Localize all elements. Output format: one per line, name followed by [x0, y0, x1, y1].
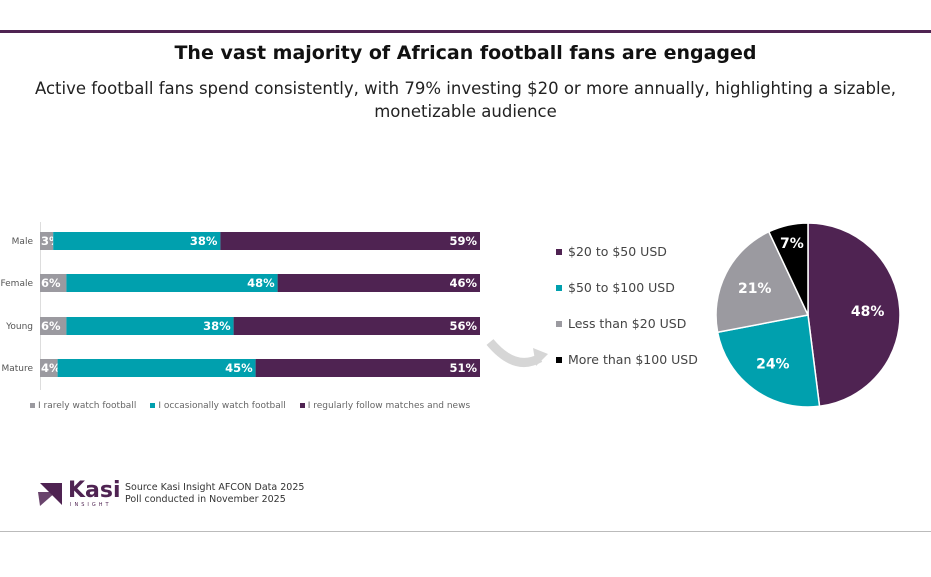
- pie-slice: [715, 230, 810, 334]
- category-label: Female: [0, 279, 33, 289]
- pie-slice: [716, 314, 821, 408]
- legend-item: $20 to $50 USD: [556, 244, 706, 260]
- legend-label: $50 to $100 USD: [568, 280, 675, 295]
- source-text: Source Kasi Insight AFCON Data 2025: [125, 482, 305, 493]
- bar-data-label: 4%: [41, 361, 61, 375]
- legend-swatch: [556, 285, 562, 291]
- legend-swatch: [556, 321, 562, 327]
- legend-label: $20 to $50 USD: [568, 244, 667, 259]
- bar-segment: [53, 232, 221, 250]
- logo-subtext: INSIGHT: [70, 502, 112, 508]
- bar-data-label: 38%: [203, 319, 231, 333]
- legend-item: Less than $20 USD: [556, 316, 706, 332]
- bar-data-label: 48%: [247, 276, 275, 290]
- bar-data-label: 6%: [41, 319, 61, 333]
- pie-data-label: 24%: [756, 356, 790, 372]
- kasi-logo-icon: [38, 483, 62, 506]
- bar-legend: I rarely watch football I occasionally wa…: [30, 401, 470, 411]
- bar-data-label: 56%: [449, 319, 477, 333]
- pie-data-label: 48%: [851, 304, 885, 320]
- top-divider: [0, 30, 931, 33]
- bar-segment: [66, 274, 278, 292]
- bar-segment: [233, 317, 480, 335]
- bar-segment: [220, 232, 480, 250]
- legend-label: More than $100 USD: [568, 352, 698, 367]
- bar-segment: [40, 274, 67, 292]
- pie-slice: [767, 222, 809, 316]
- bar-segment: [40, 317, 67, 335]
- pie-data-label: 7%: [780, 236, 804, 252]
- bottom-divider: [0, 531, 931, 532]
- legend-swatch: [30, 403, 35, 408]
- bar-data-label: 6%: [41, 276, 61, 290]
- legend-label: I occasionally watch football: [158, 401, 286, 411]
- bar-segment: [66, 317, 234, 335]
- legend-item: $50 to $100 USD: [556, 280, 706, 296]
- category-label: Young: [5, 322, 33, 332]
- legend-swatch: [556, 249, 562, 255]
- bar-segment: [40, 359, 58, 377]
- category-label: Male: [12, 237, 34, 247]
- page-subtitle: Active football fans spend consistently,…: [34, 79, 897, 121]
- category-label: Mature: [1, 364, 33, 374]
- source-note: Source Kasi Insight AFCON Data 2025 Poll…: [125, 482, 304, 506]
- pie-legend: $20 to $50 USD $50 to $100 USD Less than $…: [556, 244, 706, 388]
- pie-data-label: 21%: [738, 281, 772, 297]
- bar-segment: [277, 274, 480, 292]
- arrow-head-icon: [533, 348, 548, 366]
- logo-wordmark: Kasi: [68, 478, 121, 503]
- legend-label: Less than $20 USD: [568, 316, 687, 331]
- bar-data-label: 59%: [449, 234, 477, 248]
- legend-item: I rarely watch football: [30, 401, 136, 411]
- legend-item: I regularly follow matches and news: [299, 401, 471, 411]
- legend-item: More than $100 USD: [556, 352, 706, 368]
- bar-segment: [40, 232, 54, 250]
- bar-segment: [57, 359, 256, 377]
- legend-swatch: [299, 403, 305, 408]
- legend-swatch: [556, 357, 562, 363]
- bar-data-label: 46%: [449, 276, 477, 290]
- bar-segment: [255, 359, 480, 377]
- page-title: The vast majority of African football fa…: [174, 42, 757, 64]
- poll-text: Poll conducted in November 2025: [125, 494, 286, 505]
- bar-data-label: 51%: [449, 361, 477, 375]
- legend-label: I regularly follow matches and news: [307, 401, 471, 411]
- pie-slice: [807, 222, 901, 408]
- bar-data-label: 45%: [225, 361, 253, 375]
- arrow-icon: [486, 339, 543, 367]
- legend-swatch: [150, 403, 156, 408]
- legend-item: I occasionally watch football: [150, 401, 286, 411]
- bar-data-label: 38%: [190, 234, 218, 248]
- legend-label: I rarely watch football: [38, 401, 137, 411]
